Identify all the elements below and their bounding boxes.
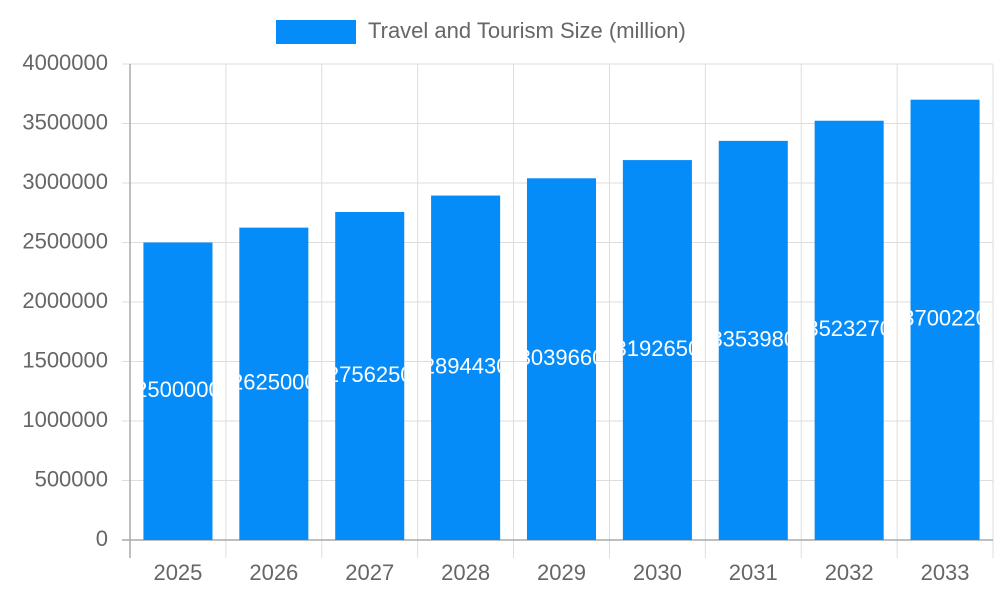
data-label: 3192650 [615, 336, 701, 361]
x-tick-label: 2029 [537, 560, 586, 585]
data-label: 3353980 [710, 326, 796, 351]
y-tick-label: 500000 [35, 466, 108, 491]
data-label: 3700220 [902, 306, 988, 331]
bar [814, 120, 884, 541]
y-tick-label: 4000000 [22, 50, 108, 75]
x-tick-label: 2025 [153, 560, 202, 585]
y-tick-label: 3500000 [22, 109, 108, 134]
x-tick-label: 2031 [729, 560, 778, 585]
y-tick-label: 3000000 [22, 169, 108, 194]
bar [910, 99, 980, 540]
bar [622, 160, 692, 540]
y-tick-label: 2000000 [22, 288, 108, 313]
bar [718, 140, 788, 540]
x-tick-label: 2030 [633, 560, 682, 585]
bar [239, 227, 309, 540]
bar [143, 242, 213, 540]
x-tick-label: 2032 [825, 560, 874, 585]
x-tick-label: 2033 [921, 560, 970, 585]
data-label: 3523270 [806, 316, 892, 341]
bar [431, 195, 501, 540]
x-tick-label: 2028 [441, 560, 490, 585]
bar [335, 212, 405, 540]
legend-label: Travel and Tourism Size (million) [368, 18, 686, 43]
bar [526, 178, 597, 540]
legend-swatch [276, 20, 356, 44]
data-label: 2500000 [135, 377, 221, 402]
data-label: 2625000 [231, 370, 317, 395]
y-tick-label: 2500000 [22, 228, 108, 253]
x-tick-label: 2026 [249, 560, 298, 585]
y-tick-label: 0 [96, 526, 108, 551]
data-label: 2756250 [327, 362, 413, 387]
data-label: 2894430 [423, 354, 509, 379]
y-tick-label: 1500000 [22, 347, 108, 372]
y-tick-label: 1000000 [22, 407, 108, 432]
data-label: 3039660 [519, 345, 605, 370]
x-tick-label: 2027 [345, 560, 394, 585]
